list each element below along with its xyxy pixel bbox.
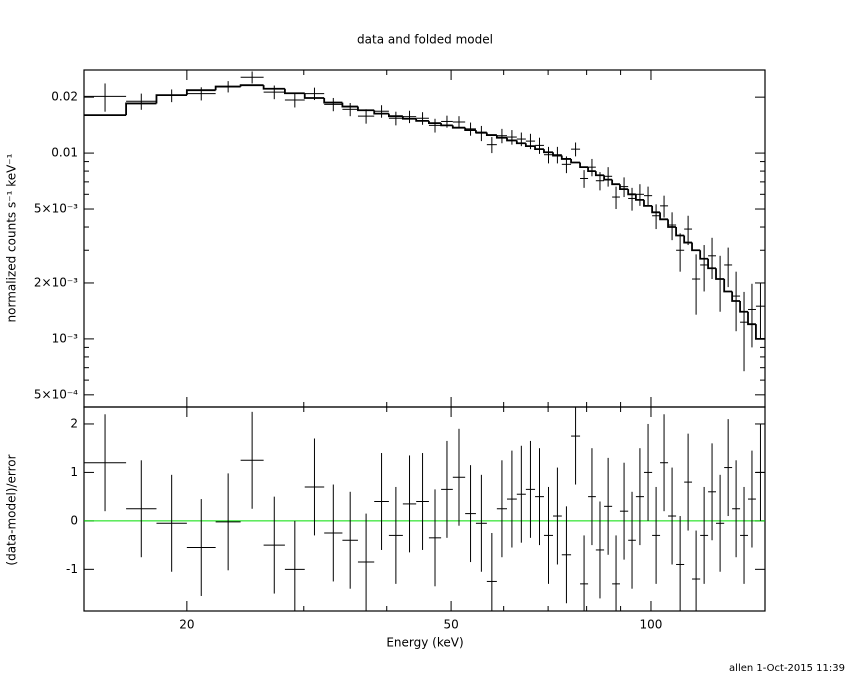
model-step	[125, 102, 157, 116]
y-tick-label: 5×10⁻³	[34, 202, 78, 216]
model-step	[560, 155, 572, 160]
y-tick-label: 0.01	[51, 146, 78, 160]
model-step	[239, 84, 264, 87]
model-step	[323, 97, 343, 104]
model-step	[634, 194, 644, 201]
model-step	[357, 106, 375, 112]
model-step	[651, 205, 661, 214]
model-step	[667, 219, 677, 228]
model-step	[707, 258, 717, 270]
model-step	[262, 85, 285, 90]
model-step	[387, 113, 403, 118]
model-step	[475, 130, 487, 134]
model-step	[699, 250, 709, 260]
model-step	[428, 120, 442, 125]
model-step	[731, 291, 741, 302]
model-step	[534, 146, 544, 151]
model-step	[603, 175, 613, 181]
model-step	[611, 179, 620, 186]
x-axis-label: Energy (keV)	[386, 636, 463, 650]
model-step	[284, 88, 305, 95]
footer: allen 1-Oct-2015 11:39	[729, 663, 845, 674]
y-tick-label: -1	[66, 562, 78, 576]
model-step	[524, 143, 536, 148]
model-step	[401, 116, 417, 120]
model-step	[587, 167, 596, 172]
x-tick-label: 50	[443, 618, 458, 632]
model-step	[594, 171, 605, 177]
model-step	[755, 324, 765, 340]
model-step	[515, 140, 526, 145]
y-tick-label: 10⁻³	[52, 331, 79, 345]
model-step	[675, 227, 685, 237]
y-axis-label: (data-model)/error	[5, 454, 19, 565]
model-step	[627, 189, 636, 196]
plot-area	[84, 71, 765, 372]
model-step	[691, 242, 701, 252]
x-tick-label: 100	[640, 618, 663, 632]
y-tick-label: 1	[70, 465, 78, 479]
model-step	[739, 300, 749, 313]
y-tick-label: 2×10⁻³	[34, 275, 78, 289]
plot-frame	[83, 406, 766, 612]
model-step	[683, 235, 693, 244]
model-step	[570, 158, 581, 164]
x-tick-label: 20	[179, 618, 194, 632]
model-step	[747, 311, 756, 326]
model-step	[723, 279, 733, 293]
model-step	[552, 152, 562, 157]
model-step	[451, 125, 466, 129]
y-tick-label: 5×10⁻⁴	[34, 387, 78, 401]
model-step	[506, 137, 517, 142]
y-tick-label: 0	[70, 513, 78, 527]
y-tick-label: 2	[70, 416, 78, 430]
model-step	[373, 110, 389, 115]
model-step	[485, 132, 497, 136]
model-step	[185, 89, 216, 96]
model-step	[619, 184, 629, 190]
model-step	[643, 199, 653, 207]
model-step	[415, 118, 429, 122]
model-step	[579, 162, 589, 169]
y-tick-label: 0.02	[51, 90, 78, 104]
model-step	[543, 149, 554, 154]
model-step	[659, 212, 669, 221]
chart-title: data and folded model	[357, 33, 493, 47]
y-axis-label: normalized counts s⁻¹ keV⁻¹	[5, 153, 19, 322]
model-step	[464, 127, 476, 131]
model-step	[303, 93, 325, 99]
plot-area	[84, 407, 765, 611]
